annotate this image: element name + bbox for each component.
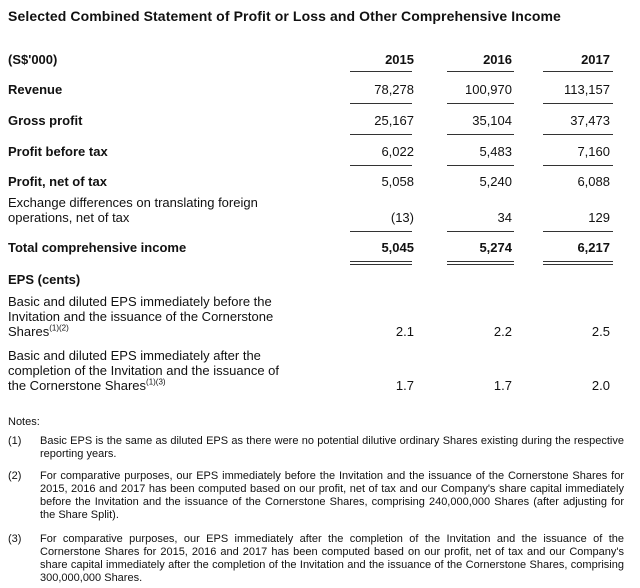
cell-value: 35,104 xyxy=(472,113,512,128)
note-text: For comparative purposes, our EPS immedi… xyxy=(40,470,624,521)
row-label: Gross profit xyxy=(8,113,83,128)
divider xyxy=(543,134,613,135)
divider xyxy=(447,134,514,135)
divider xyxy=(350,231,412,232)
note-text: Basic EPS is the same as diluted EPS as … xyxy=(40,435,624,460)
divider xyxy=(350,261,412,262)
divider xyxy=(447,103,514,104)
note-number: (3) xyxy=(8,533,22,545)
cell-value: 25,167 xyxy=(374,113,414,128)
row-label: Profit, net of tax xyxy=(8,174,107,189)
cell-value: 5,058 xyxy=(381,174,414,189)
cell-value: 78,278 xyxy=(374,82,414,97)
divider xyxy=(447,231,514,232)
divider xyxy=(543,103,613,104)
divider xyxy=(350,264,412,265)
divider xyxy=(543,165,613,166)
cell-value: 5,274 xyxy=(479,240,512,255)
cell-value: 5,045 xyxy=(381,240,414,255)
row-label-text: Shares xyxy=(8,324,50,339)
year-header: 2016 xyxy=(483,52,512,67)
cell-value: 34 xyxy=(497,210,512,225)
row-label: the Cornerstone Shares(1)(3) xyxy=(8,378,166,393)
row-label: Invitation and the issuance of the Corne… xyxy=(8,309,274,324)
note-text: For comparative purposes, our EPS immedi… xyxy=(40,533,624,584)
cell-value: 1.7 xyxy=(395,378,414,393)
cell-value: 1.7 xyxy=(493,378,512,393)
cell-value: 2.1 xyxy=(395,324,414,339)
divider xyxy=(350,103,412,104)
cell-value: (13) xyxy=(390,210,414,225)
row-label: Total comprehensive income xyxy=(8,240,187,255)
cell-value: 129 xyxy=(588,210,610,225)
note-number: (2) xyxy=(8,470,22,482)
year-header: 2017 xyxy=(581,52,610,67)
row-label: Basic and diluted EPS immediately after … xyxy=(8,348,261,363)
divider xyxy=(543,231,613,232)
row-label-text: the Cornerstone Shares xyxy=(8,378,147,393)
divider xyxy=(447,261,514,262)
footnote-ref: (1)(3) xyxy=(146,377,166,387)
cell-value: 37,473 xyxy=(570,113,610,128)
page-title: Selected Combined Statement of Profit or… xyxy=(8,8,561,24)
note-number: (1) xyxy=(8,435,22,447)
cell-value: 6,217 xyxy=(577,240,610,255)
footnote-ref: (1)(2) xyxy=(49,323,69,333)
cell-value: 2.2 xyxy=(493,324,512,339)
cell-value: 5,240 xyxy=(479,174,512,189)
divider xyxy=(543,264,613,265)
row-label: operations, net of tax xyxy=(8,210,130,225)
cell-value: 7,160 xyxy=(577,144,610,159)
row-label: Basic and diluted EPS immediately before… xyxy=(8,294,272,309)
eps-heading: EPS (cents) xyxy=(8,272,81,287)
divider xyxy=(350,71,412,72)
cell-value: 100,970 xyxy=(465,82,512,97)
row-label: Exchange differences on translating fore… xyxy=(8,195,258,210)
cell-value: 6,088 xyxy=(577,174,610,189)
row-label: completion of the Invitation and the iss… xyxy=(8,363,280,378)
unit-label: (S$'000) xyxy=(8,52,58,67)
cell-value: 2.5 xyxy=(591,324,610,339)
divider xyxy=(350,134,412,135)
row-label: Shares(1)(2) xyxy=(8,324,69,339)
divider xyxy=(447,71,514,72)
divider xyxy=(447,264,514,265)
row-label: Revenue xyxy=(8,82,63,97)
row-label: Profit before tax xyxy=(8,144,108,159)
divider xyxy=(543,261,613,262)
notes-heading: Notes: xyxy=(8,416,40,428)
cell-value: 2.0 xyxy=(591,378,610,393)
cell-value: 6,022 xyxy=(381,144,414,159)
cell-value: 5,483 xyxy=(479,144,512,159)
divider xyxy=(350,165,412,166)
divider xyxy=(543,71,613,72)
year-header: 2015 xyxy=(385,52,414,67)
cell-value: 113,157 xyxy=(563,82,610,97)
divider xyxy=(447,165,514,166)
